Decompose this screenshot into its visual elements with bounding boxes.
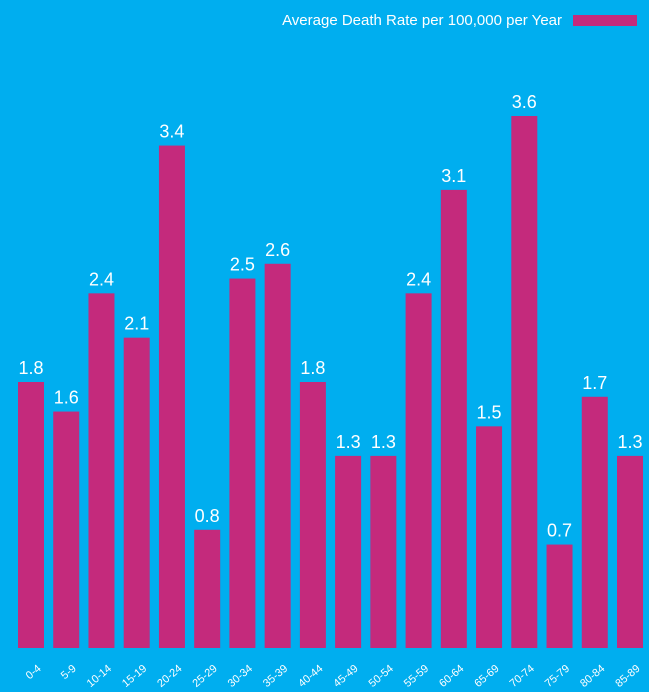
value-label: 2.5 xyxy=(230,255,255,275)
bar xyxy=(53,411,80,648)
bar xyxy=(264,263,291,648)
bar xyxy=(581,396,608,648)
value-label: 2.4 xyxy=(89,269,114,289)
value-label: 2.4 xyxy=(406,269,431,289)
value-label: 2.1 xyxy=(124,314,149,334)
bar xyxy=(88,293,115,648)
bar xyxy=(18,382,44,648)
bar xyxy=(123,337,150,648)
bar xyxy=(158,145,185,649)
bar xyxy=(476,426,503,648)
value-label: 3.1 xyxy=(441,166,466,186)
bar xyxy=(194,529,221,648)
bar xyxy=(335,455,362,648)
value-label: 1.3 xyxy=(617,432,642,452)
value-label: 0.7 xyxy=(547,521,572,541)
legend-swatch xyxy=(573,15,637,26)
bar xyxy=(370,455,397,648)
value-label: 1.8 xyxy=(18,358,43,378)
value-label: 1.6 xyxy=(54,388,79,408)
value-label: 1.3 xyxy=(371,432,396,452)
bar xyxy=(440,189,467,648)
bar xyxy=(229,278,256,648)
value-label: 1.8 xyxy=(300,358,325,378)
bar xyxy=(546,544,573,648)
value-label: 2.6 xyxy=(265,240,290,260)
value-label: 0.8 xyxy=(195,506,220,526)
bar xyxy=(617,455,643,648)
value-label: 1.5 xyxy=(477,402,502,422)
value-label: 3.4 xyxy=(159,122,184,142)
legend-label: Average Death Rate per 100,000 per Year xyxy=(282,12,562,29)
bar xyxy=(405,293,432,648)
value-label: 1.3 xyxy=(336,432,361,452)
bar xyxy=(299,382,326,648)
value-label: 3.6 xyxy=(512,92,537,112)
value-label: 1.7 xyxy=(582,373,607,393)
bar xyxy=(511,116,538,648)
